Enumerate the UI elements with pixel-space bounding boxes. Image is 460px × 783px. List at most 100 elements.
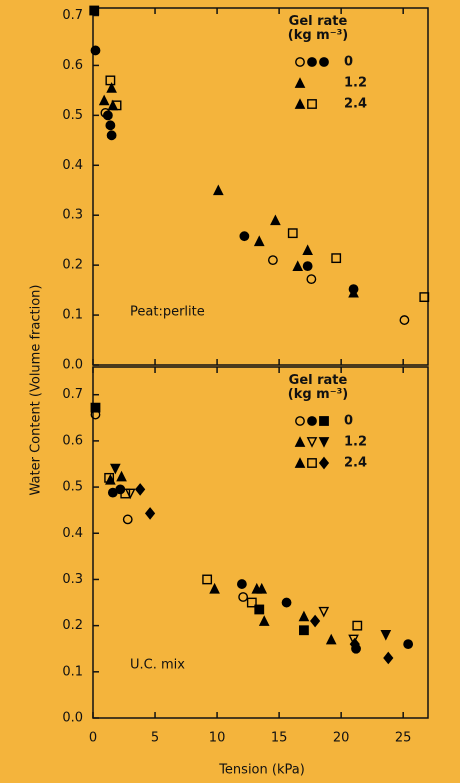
legend-title-line: (kg m⁻³) bbox=[288, 28, 348, 43]
data-point bbox=[380, 629, 392, 641]
legend-marker bbox=[319, 416, 329, 426]
data-point bbox=[102, 110, 113, 121]
annotation: U.C. mix bbox=[130, 658, 185, 673]
data-point bbox=[209, 582, 220, 594]
data-point bbox=[331, 253, 342, 264]
data-point bbox=[212, 184, 224, 196]
plot-frame bbox=[92, 7, 429, 366]
y-tick-label: 0.2 bbox=[62, 258, 83, 273]
data-point bbox=[318, 606, 330, 618]
plot-frame bbox=[92, 366, 429, 719]
y-tick-label: 0.2 bbox=[62, 618, 83, 633]
x-axis-label: Tension (kPa) bbox=[218, 763, 305, 778]
data-point bbox=[325, 633, 337, 645]
y-tick-label: 0.1 bbox=[62, 308, 83, 323]
data-point bbox=[349, 637, 360, 651]
legend-marker bbox=[319, 57, 329, 67]
data-point bbox=[302, 244, 313, 256]
data-point bbox=[281, 597, 292, 608]
data-point bbox=[106, 82, 117, 93]
data-point bbox=[98, 94, 110, 106]
legend-marker bbox=[294, 98, 306, 109]
legend-label: 1.2 bbox=[344, 435, 367, 450]
legend-title: Gel rate (kg m⁻³) bbox=[288, 373, 348, 402]
data-point bbox=[254, 604, 265, 615]
data-point bbox=[104, 472, 115, 483]
y-tick-label: 0.4 bbox=[62, 526, 83, 541]
data-point bbox=[106, 130, 117, 141]
data-point bbox=[403, 639, 414, 650]
legend-marker bbox=[294, 436, 306, 447]
data-point bbox=[144, 507, 156, 520]
x-tick-label: 25 bbox=[395, 731, 412, 746]
data-point bbox=[239, 231, 250, 242]
data-point bbox=[352, 620, 363, 631]
legend-title-line: (kg m⁻³) bbox=[288, 387, 348, 402]
data-point bbox=[105, 75, 116, 86]
x-tick-label: 5 bbox=[151, 731, 159, 746]
y-tick-label: 0.3 bbox=[62, 208, 83, 223]
y-tick-label: 0.0 bbox=[62, 358, 83, 373]
data-point bbox=[110, 463, 121, 475]
x-tick-label: 0 bbox=[89, 731, 97, 746]
legend-marker bbox=[306, 437, 318, 448]
data-point bbox=[383, 651, 394, 665]
data-point bbox=[116, 470, 127, 482]
data-point bbox=[348, 286, 359, 298]
legend-label: 0 bbox=[344, 414, 353, 429]
data-point bbox=[90, 45, 101, 56]
y-tick-label: 0.6 bbox=[62, 58, 83, 73]
legend-marker bbox=[318, 456, 330, 470]
data-point bbox=[292, 260, 304, 272]
data-point bbox=[122, 514, 133, 525]
legend-marker bbox=[295, 416, 305, 426]
y-tick-label: 0.4 bbox=[62, 158, 83, 173]
y-tick-label: 0.1 bbox=[62, 664, 83, 679]
y-tick-label: 0.7 bbox=[62, 387, 83, 402]
legend-label: 1.2 bbox=[344, 76, 367, 91]
data-point bbox=[105, 120, 116, 131]
data-point bbox=[89, 5, 100, 16]
data-point bbox=[256, 582, 268, 594]
y-tick-label: 0.3 bbox=[62, 572, 83, 587]
data-point bbox=[253, 235, 265, 247]
y-axis-label: Water Content (Volume fraction) bbox=[29, 285, 44, 496]
y-tick-label: 0.6 bbox=[62, 433, 83, 448]
legend-marker bbox=[307, 57, 317, 67]
data-point bbox=[287, 228, 298, 239]
x-tick-label: 15 bbox=[271, 731, 288, 746]
annotation: Peat:perlite bbox=[130, 305, 205, 320]
data-point bbox=[268, 255, 278, 266]
data-point bbox=[135, 483, 146, 496]
data-point bbox=[309, 614, 321, 628]
data-point bbox=[299, 625, 309, 636]
data-point bbox=[270, 214, 281, 226]
data-point bbox=[236, 579, 247, 589]
y-tick-label: 0.0 bbox=[62, 711, 83, 726]
legend-marker bbox=[318, 437, 330, 448]
legend-title: Gel rate (kg m⁻³) bbox=[288, 14, 348, 43]
legend-title-line: Gel rate bbox=[289, 14, 348, 29]
y-tick-label: 0.5 bbox=[62, 108, 83, 123]
data-point bbox=[124, 488, 136, 500]
data-point bbox=[302, 261, 313, 272]
data-point bbox=[202, 574, 213, 585]
data-point bbox=[120, 488, 131, 499]
data-point bbox=[298, 610, 310, 622]
legend-marker bbox=[294, 457, 306, 468]
y-tick-label: 0.7 bbox=[62, 8, 83, 23]
legend-marker bbox=[294, 77, 306, 88]
legend-marker bbox=[307, 99, 317, 109]
legend-marker bbox=[295, 57, 305, 67]
legend-label: 2.4 bbox=[344, 97, 367, 112]
x-tick-label: 20 bbox=[333, 731, 350, 746]
data-point bbox=[90, 402, 101, 413]
data-point bbox=[258, 615, 270, 626]
data-point bbox=[107, 99, 119, 111]
legend-marker bbox=[307, 458, 317, 468]
x-tick-label: 10 bbox=[209, 731, 226, 746]
data-point bbox=[306, 274, 317, 285]
data-point bbox=[399, 315, 410, 325]
data-point bbox=[246, 597, 257, 608]
